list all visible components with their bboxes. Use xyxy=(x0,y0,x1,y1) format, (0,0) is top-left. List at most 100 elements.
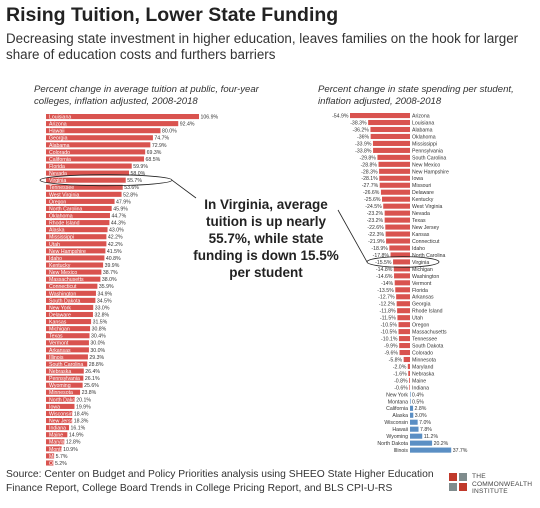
spending-value-new-hampshire: -28.3% xyxy=(361,169,378,175)
tuition-value-indiana: 16.1% xyxy=(71,426,86,432)
spending-bar-illinois xyxy=(410,447,452,453)
spending-label-illinois: Illinois xyxy=(394,448,409,454)
spending-label-maryland: Maryland xyxy=(412,364,433,370)
callout-line-left xyxy=(171,179,197,199)
spending-bar-arkansas xyxy=(396,294,410,300)
spending-value-michigan: -14.8% xyxy=(376,267,393,273)
tuition-label-hawaii: Hawaii xyxy=(49,129,65,135)
spending-label-wisconsin: Wisconsin xyxy=(384,420,408,426)
spending-value-texas: -23.2% xyxy=(367,218,384,224)
spending-bar-tennessee xyxy=(398,336,410,342)
tuition-label-new-jersey: New Jersey xyxy=(49,419,77,425)
spending-bar-virginia xyxy=(393,259,410,265)
tuition-bar-wisconsin xyxy=(46,410,73,417)
tuition-value-louisiana: 106.9% xyxy=(201,115,219,121)
tuition-label-south-carolina: South Carolina xyxy=(49,362,83,368)
tuition-label-new-mexico: New Mexico xyxy=(49,270,77,276)
spending-bar-delaware xyxy=(380,189,410,195)
tuition-chart-title: Percent change in average tuition at pub… xyxy=(34,84,259,107)
spending-label-pennsylvania: Pennsylvania xyxy=(412,148,443,154)
tuition-value-alabama: 72.9% xyxy=(152,143,167,149)
tuition-bar-vermont xyxy=(46,340,89,346)
tuition-bar-nebraska xyxy=(46,368,84,374)
tuition-bar-rhode-island xyxy=(46,220,110,226)
spending-value-florida: -13.5% xyxy=(377,288,394,294)
tuition-bar-virginia xyxy=(46,177,126,183)
spending-bar-georgia xyxy=(396,301,410,307)
tuition-bar-kentucky xyxy=(46,262,104,268)
spending-value-indiana: -0.6% xyxy=(394,385,408,391)
spending-label-indiana: Indiana xyxy=(412,385,429,391)
logo-mark-icon xyxy=(449,473,467,491)
tuition-label-minnesota: Minnesota xyxy=(49,390,73,396)
tuition-value-kentucky: 39.9% xyxy=(105,263,120,269)
spending-label-colorado: Colorado xyxy=(412,350,433,356)
tuition-label-south-dakota: South Dakota xyxy=(49,298,81,304)
tuition-label-louisiana: Louisiana xyxy=(49,115,71,121)
tuition-bar-oregon xyxy=(46,198,115,204)
tuition-label-indiana: Indiana xyxy=(49,426,66,432)
tuition-bars-group: Louisiana 106.9% Arizona 92.4% Hawaii 80.0% Ge… xyxy=(39,114,219,467)
spending-bar-west-virginia xyxy=(383,203,410,209)
tuition-label-massachusetts: Massachusetts xyxy=(49,277,84,283)
spending-label-connecticut: Connecticut xyxy=(412,239,440,245)
tuition-label-pennsylvania: Pennsylvania xyxy=(49,376,80,382)
tuition-value-colorado: 69.3% xyxy=(147,150,162,156)
spending-bar-florida xyxy=(395,287,410,293)
tuition-label-maine: Maine xyxy=(49,433,63,439)
spending-bar-texas xyxy=(384,217,410,223)
tuition-value-arkansas: 30.0% xyxy=(90,348,105,354)
tuition-value-texas: 30.4% xyxy=(91,334,106,340)
tuition-value-nebraska: 26.4% xyxy=(85,369,100,375)
spending-label-north-dakota: North Dakota xyxy=(377,441,408,447)
spending-value-oregon: -10.5% xyxy=(381,323,398,329)
spending-bar-north-carolina xyxy=(390,252,410,258)
spending-label-california: California xyxy=(386,406,408,412)
tuition-label-connecticut: Connecticut xyxy=(49,284,77,290)
spending-bar-california xyxy=(410,405,414,411)
spending-bar-connecticut xyxy=(386,238,410,244)
spending-bar-louisiana xyxy=(368,119,410,126)
logo-line-2: COMMONWEALTH xyxy=(472,480,533,488)
spending-value-connecticut: -21.9% xyxy=(368,239,385,245)
tuition-label-iowa: Iowa xyxy=(49,404,60,410)
spending-label-vermont: Vermont xyxy=(412,281,432,287)
tuition-bar-arizona xyxy=(46,121,179,127)
spending-label-delaware: Delaware xyxy=(412,190,434,196)
tuition-value-missouri: 5.7% xyxy=(56,454,68,460)
tuition-bar-indiana xyxy=(46,425,70,431)
spending-bar-missouri xyxy=(379,182,410,188)
tuition-bar-hawaii xyxy=(46,128,161,134)
spending-bars-group: Arizona -54.9% Louisiana -38.3% Alabama -36.2… xyxy=(332,113,468,454)
spending-label-wyoming: Wyoming xyxy=(386,434,408,440)
spending-value-west-virginia: -24.5% xyxy=(365,204,382,210)
tuition-bar-utah xyxy=(46,241,107,247)
tuition-value-hawaii: 80.0% xyxy=(162,129,177,135)
spending-value-illinois: 37.7% xyxy=(453,448,468,454)
spending-label-florida: Florida xyxy=(412,288,428,294)
tuition-label-new-hampshire: New Hampshire xyxy=(49,249,86,255)
tuition-label-kentucky: Kentucky xyxy=(49,263,71,269)
spending-value-iowa: -28.1% xyxy=(361,176,378,182)
spending-bar-new-york xyxy=(410,391,411,397)
tuition-label-wisconsin: Wisconsin xyxy=(49,411,73,417)
spending-value-missouri: -27.7% xyxy=(362,183,379,189)
spending-bar-minnesota xyxy=(403,356,410,363)
spending-value-vermont: -14% xyxy=(381,281,393,287)
spending-label-arkansas: Arkansas xyxy=(412,295,434,301)
tuition-value-illinois: 29.3% xyxy=(89,355,104,361)
spending-label-new-mexico: New Mexico xyxy=(412,162,440,168)
tuition-value-south-carolina: 28.8% xyxy=(89,362,104,368)
tuition-label-delaware: Delaware xyxy=(49,312,71,318)
tuition-bar-new-york xyxy=(46,304,94,310)
tuition-value-mississippi: 42.2% xyxy=(108,235,123,241)
spending-bar-nebraska xyxy=(408,370,410,376)
spending-value-mississippi: -33.9% xyxy=(355,141,372,147)
spending-label-michigan: Michigan xyxy=(412,267,433,273)
spending-value-wisconsin: 7.0% xyxy=(419,420,431,426)
spending-bar-maine xyxy=(409,377,410,383)
spending-value-wyoming: 11.2% xyxy=(424,434,439,440)
tuition-label-colorado: Colorado xyxy=(49,150,70,156)
spending-value-oklahoma: -36% xyxy=(357,134,369,140)
